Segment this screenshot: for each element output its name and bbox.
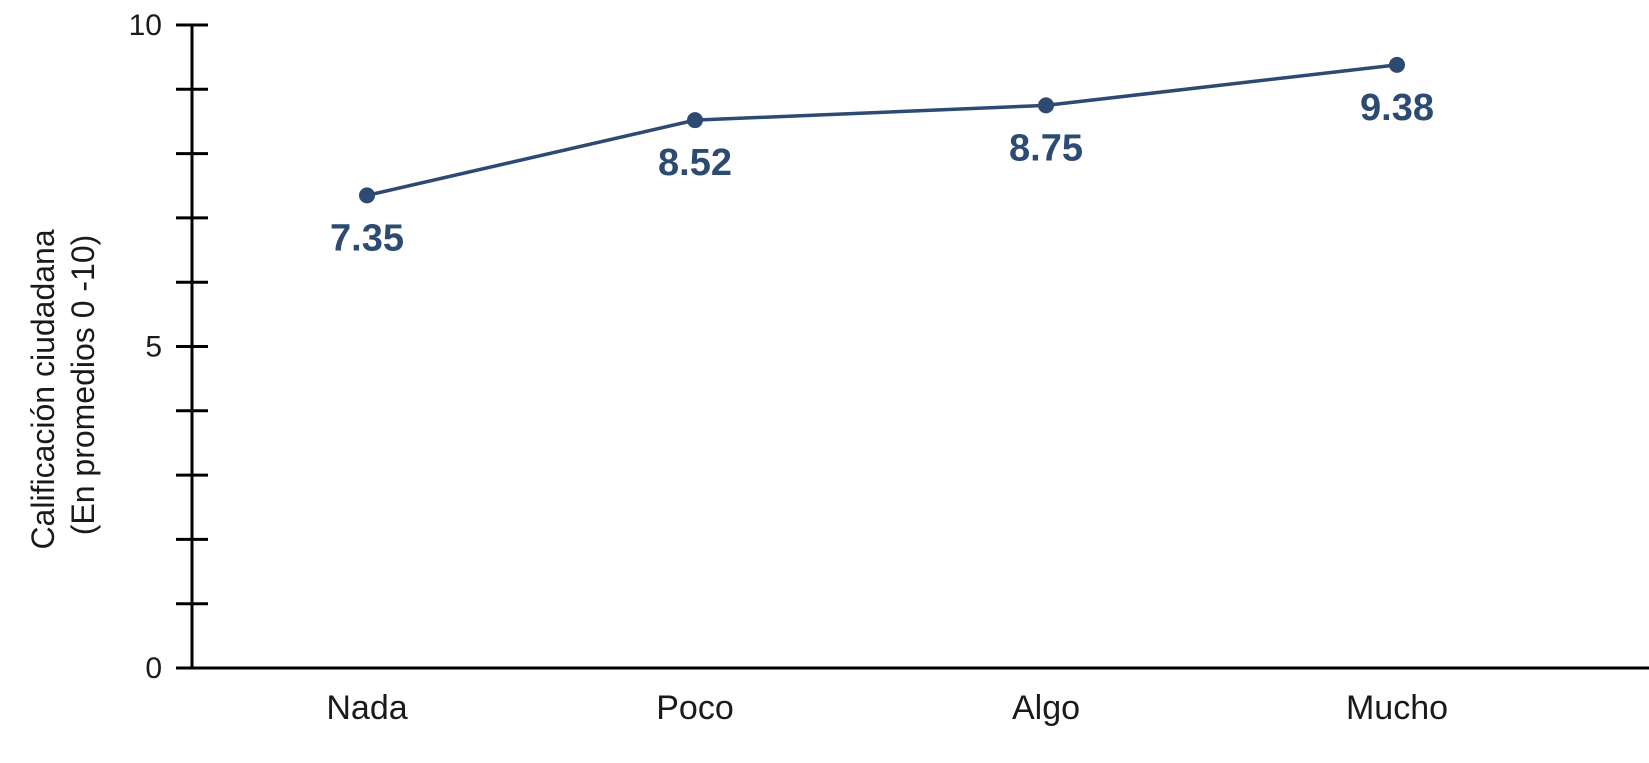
x-category-label-poco: Poco: [656, 689, 734, 727]
data-label-algo: 8.75: [1009, 127, 1083, 169]
y-axis-title: Calificación ciudadana (En promedios 0 -…: [25, 220, 101, 549]
x-axis-category-labels: Nada Poco Algo Mucho: [326, 689, 1448, 727]
data-points: [359, 56, 1405, 204]
y-tick-label-5: 5: [145, 331, 162, 364]
data-label-poco: 8.52: [658, 142, 732, 184]
y-axis-title-line-1: Calificación ciudadana: [25, 229, 61, 549]
data-point-nada: [359, 187, 375, 204]
data-point-poco: [687, 112, 703, 129]
y-tick-label-10: 10: [129, 9, 162, 42]
data-label-mucho: 9.38: [1360, 87, 1434, 129]
series-line: [366, 63, 1398, 198]
x-category-label-nada: Nada: [326, 689, 407, 727]
data-point-algo: [1038, 97, 1054, 114]
x-category-label-algo: Algo: [1012, 689, 1080, 727]
y-axis-title-line-2: (En promedios 0 -10): [65, 235, 101, 536]
data-labels: 7.35 8.52 8.75 9.38: [330, 87, 1434, 260]
data-point-mucho: [1389, 56, 1405, 73]
x-category-label-mucho: Mucho: [1346, 689, 1448, 727]
y-tick-label-0: 0: [145, 652, 162, 685]
y-axis-tick-labels: 0 5 10: [129, 9, 162, 685]
data-label-nada: 7.35: [330, 217, 404, 259]
